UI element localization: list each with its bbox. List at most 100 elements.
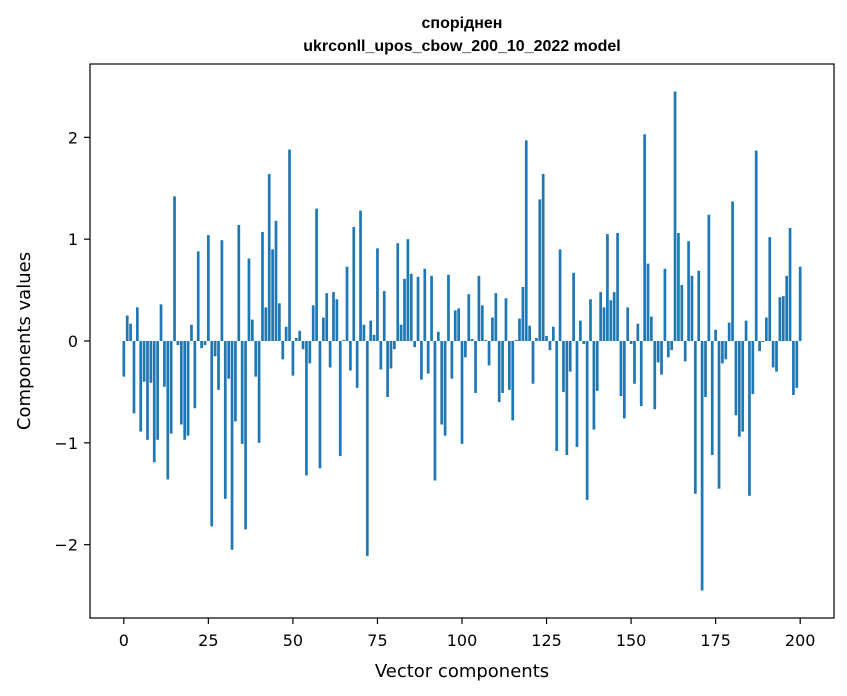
bar-88	[420, 341, 423, 380]
bar-30	[223, 341, 227, 499]
bar-116	[514, 339, 518, 341]
bar-123	[538, 199, 542, 341]
x-tick-label-2: 50	[283, 631, 303, 650]
bar-165	[680, 284, 684, 341]
bar-29	[220, 240, 224, 341]
bar-75	[376, 248, 379, 341]
bar-185	[748, 341, 751, 496]
bar-4	[135, 307, 139, 341]
bar-35	[240, 341, 244, 444]
bar-155	[646, 263, 650, 341]
bar-121	[531, 341, 535, 384]
bar-130	[562, 341, 565, 392]
bar-50	[291, 341, 295, 376]
bar-49	[288, 149, 291, 341]
bar-109	[491, 317, 494, 341]
bar-45	[274, 220, 278, 341]
bar-189	[761, 341, 765, 343]
bar-26	[210, 341, 214, 527]
bar-69	[355, 341, 359, 388]
y-axis-ticks: −2 −1 0 1 2	[54, 128, 90, 555]
bar-54	[305, 341, 308, 476]
chart-title-line-2: ukrconll_upos_cbow_200_10_2022 model	[303, 38, 620, 55]
y-tick-label-3: 1	[68, 230, 78, 249]
bar-48	[284, 326, 288, 341]
bar-117	[518, 318, 521, 341]
bar-143	[606, 234, 609, 341]
bar-91	[430, 275, 433, 341]
bar-158	[656, 341, 660, 363]
bar-66	[345, 266, 349, 341]
bar-44	[271, 249, 274, 341]
bar-159	[660, 341, 663, 375]
bar-96	[447, 274, 450, 341]
bar-85	[409, 273, 413, 341]
bar-7	[146, 341, 149, 440]
bar-9	[152, 341, 156, 463]
bar-178	[724, 341, 728, 360]
bar-175	[714, 329, 717, 341]
bar-191	[768, 237, 772, 342]
bar-38	[250, 319, 254, 341]
bar-63	[335, 299, 339, 341]
bar-78	[386, 341, 389, 398]
bar-140	[595, 341, 599, 391]
bar-20	[190, 324, 193, 341]
x-tick-label-1: 25	[198, 631, 218, 650]
bar-27	[213, 341, 217, 357]
bar-60	[325, 293, 329, 341]
bar-184	[744, 320, 748, 341]
bar-16	[176, 341, 180, 346]
x-tick-label-0: 0	[119, 631, 129, 650]
bar-163	[673, 91, 677, 341]
bar-113	[504, 298, 508, 341]
bar-136	[582, 341, 586, 345]
bar-41	[261, 232, 264, 341]
bar-22	[196, 251, 200, 341]
bar-149	[626, 307, 630, 341]
bar-186	[751, 341, 755, 394]
bar-200	[798, 266, 802, 341]
bar-36	[244, 341, 247, 530]
bar-122	[535, 337, 538, 341]
bar-28	[217, 341, 220, 390]
bar-188	[758, 341, 761, 352]
y-axis-label: Components values	[14, 252, 35, 430]
bar-173	[707, 214, 711, 341]
bar-139	[592, 341, 596, 430]
bar-107	[484, 339, 488, 341]
bar-104	[474, 341, 477, 393]
chart-title-line-1: споріднен	[422, 15, 503, 32]
bar-102	[467, 294, 471, 341]
x-tick-label-4: 100	[447, 631, 478, 650]
bar-56	[311, 305, 315, 341]
bar-12	[163, 341, 166, 387]
bar-73	[369, 320, 373, 341]
bar-71	[362, 324, 366, 341]
bar-160	[663, 268, 667, 341]
bar-162	[670, 341, 674, 351]
bar-37	[247, 258, 251, 341]
bar-67	[349, 341, 352, 371]
bar-1	[125, 315, 129, 341]
bar-168	[690, 275, 694, 341]
bar-161	[666, 341, 670, 358]
bar-8	[149, 341, 153, 383]
bar-195	[781, 296, 785, 341]
bar-65	[342, 339, 345, 341]
bar-174	[710, 341, 714, 456]
bar-100	[460, 341, 464, 444]
bar-133	[572, 272, 575, 341]
y-tick-label-1: −1	[54, 434, 78, 453]
bar-193	[775, 341, 778, 372]
bar-72	[365, 341, 369, 556]
bar-98	[453, 310, 457, 341]
bar-43	[267, 173, 271, 341]
bar-137	[585, 341, 589, 500]
bar-14	[169, 341, 173, 434]
x-tick-label-7: 175	[700, 631, 731, 650]
bar-42	[264, 307, 268, 341]
bar-18	[183, 341, 187, 440]
bar-46	[278, 303, 281, 341]
bar-146	[616, 233, 619, 341]
